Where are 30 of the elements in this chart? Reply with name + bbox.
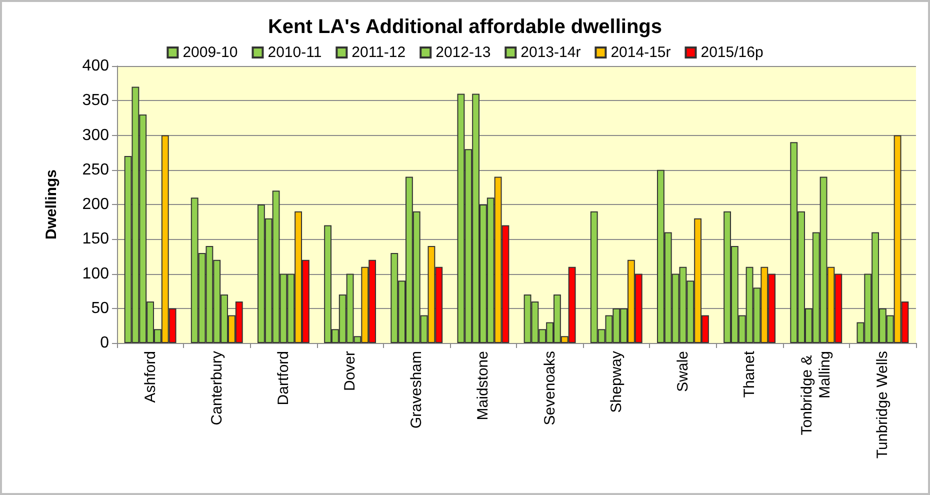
x-tick-label: Sevenoaks (541, 351, 558, 426)
y-axis-title: Dwellings (43, 169, 60, 240)
legend-label: 2015/16p (700, 44, 764, 61)
chart-title: Kent LA's Additional affordable dwellings (268, 16, 662, 38)
x-tick-label: Thanet (741, 350, 758, 398)
y-tick-label: 0 (100, 334, 110, 352)
legend-label: 2014-15r (610, 44, 671, 61)
x-tick-label: Shepway (608, 350, 625, 413)
x-tick-label: Dover (342, 351, 359, 392)
y-tick-label: 350 (82, 92, 110, 110)
x-tick-label: Gravesham (408, 351, 426, 429)
x-tick-label: Dartford (274, 351, 292, 406)
legend-label: 2011-12 (352, 44, 406, 61)
y-tick-label: 250 (82, 161, 110, 178)
y-tick-label: 400 (82, 58, 110, 74)
y-tick-label: 150 (82, 230, 110, 248)
legend-label: 2009-10 (182, 44, 238, 61)
x-tick-label: Maidstone (474, 351, 492, 420)
y-tick-label: 50 (91, 300, 110, 317)
y-tick-label: 300 (82, 126, 110, 144)
x-tick-label: Swale (674, 351, 692, 392)
legend-label: 2012-13 (436, 44, 491, 61)
x-tick-label: Ashford (142, 351, 159, 403)
legend-label: 2013-14r (520, 44, 581, 61)
x-tick-label: Tunbridge Wells (874, 351, 892, 459)
y-tick-label: 200 (82, 196, 110, 213)
y-tick-label: 100 (82, 265, 110, 282)
x-tick-label: Tonbridge & Malling (798, 351, 834, 436)
legend-label: 2010-11 (268, 44, 322, 61)
x-tick-label: Canterbury (208, 350, 226, 426)
